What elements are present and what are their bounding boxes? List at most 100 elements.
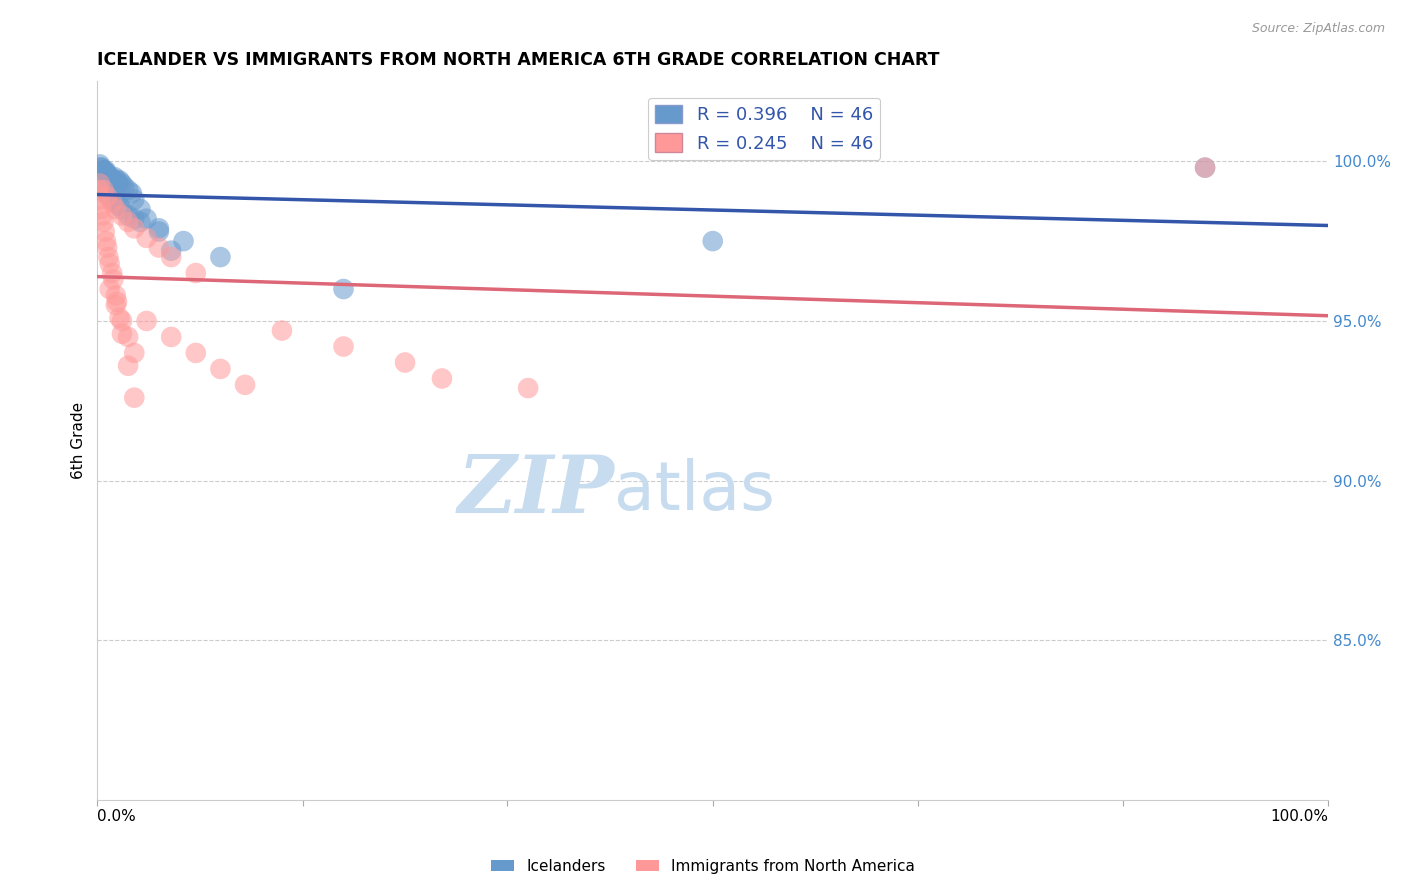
Point [101, 266, 124, 280]
Point [90, 179, 112, 194]
Point [96, 167, 118, 181]
Point [97, 250, 120, 264]
Point [117, 215, 139, 229]
Legend: R = 0.396    N = 46, R = 0.245    N = 46: R = 0.396 N = 46, R = 0.245 N = 46 [648, 97, 880, 160]
Point [91, 163, 114, 178]
Point [103, 272, 125, 286]
Point [173, 234, 195, 248]
Point [90, 202, 112, 216]
Point [98, 170, 121, 185]
Point [105, 294, 128, 309]
Point [104, 202, 127, 216]
Point [233, 377, 256, 392]
Point [93, 163, 115, 178]
Point [160, 244, 183, 258]
Point [100, 170, 122, 185]
Point [101, 195, 124, 210]
Point [89, 157, 111, 171]
Point [148, 221, 170, 235]
Point [332, 282, 354, 296]
Point [104, 288, 127, 302]
Point [135, 211, 157, 226]
Legend: Icelanders, Immigrants from North America: Icelanders, Immigrants from North Americ… [485, 853, 921, 880]
Point [111, 326, 134, 341]
Point [105, 173, 128, 187]
Y-axis label: 6th Grade: 6th Grade [72, 402, 86, 479]
Point [184, 346, 207, 360]
Point [148, 225, 170, 239]
Point [93, 163, 115, 178]
Point [129, 202, 152, 216]
Point [101, 173, 124, 187]
Point [108, 199, 131, 213]
Point [94, 234, 117, 248]
Point [124, 221, 146, 235]
Point [160, 250, 183, 264]
Point [98, 189, 121, 203]
Point [129, 215, 152, 229]
Point [89, 193, 111, 207]
Point [87, 183, 110, 197]
Point [104, 195, 127, 210]
Point [98, 282, 121, 296]
Point [209, 362, 232, 376]
Point [108, 173, 131, 187]
Point [1194, 161, 1216, 175]
Point [135, 231, 157, 245]
Point [93, 163, 115, 178]
Point [117, 359, 139, 373]
Point [96, 189, 118, 203]
Point [96, 240, 118, 254]
Point [117, 330, 139, 344]
Text: 100.0%: 100.0% [1270, 809, 1329, 824]
Point [89, 177, 111, 191]
Point [103, 173, 125, 187]
Point [124, 193, 146, 207]
Point [124, 346, 146, 360]
Point [94, 163, 117, 178]
Text: ICELANDER VS IMMIGRANTS FROM NORTH AMERICA 6TH GRADE CORRELATION CHART: ICELANDER VS IMMIGRANTS FROM NORTH AMERI… [97, 51, 939, 69]
Point [93, 215, 115, 229]
Point [111, 209, 134, 223]
Point [124, 211, 146, 226]
Text: atlas: atlas [614, 458, 775, 524]
Text: Source: ZipAtlas.com: Source: ZipAtlas.com [1251, 22, 1385, 36]
Point [93, 225, 115, 239]
Point [209, 250, 232, 264]
Point [117, 209, 139, 223]
Point [148, 240, 170, 254]
Point [121, 186, 143, 201]
Point [160, 330, 183, 344]
Point [91, 209, 114, 223]
Point [104, 298, 127, 312]
Point [430, 371, 453, 385]
Point [702, 234, 724, 248]
Point [93, 183, 115, 197]
Point [108, 310, 131, 325]
Point [103, 170, 125, 185]
Point [97, 170, 120, 185]
Point [117, 183, 139, 197]
Point [271, 324, 294, 338]
Point [111, 314, 134, 328]
Point [135, 314, 157, 328]
Text: 0.0%: 0.0% [97, 809, 136, 824]
Point [101, 193, 124, 207]
Text: ZIP: ZIP [457, 452, 614, 530]
Point [93, 183, 115, 197]
Point [98, 256, 121, 270]
Point [107, 177, 129, 191]
Point [124, 391, 146, 405]
Point [90, 161, 112, 175]
Point [94, 186, 117, 201]
Point [112, 179, 135, 194]
Point [184, 266, 207, 280]
Point [111, 177, 134, 191]
Point [111, 202, 134, 216]
Point [517, 381, 540, 395]
Point [1194, 161, 1216, 175]
Point [394, 355, 416, 369]
Point [94, 167, 117, 181]
Point [104, 177, 127, 191]
Point [90, 161, 112, 175]
